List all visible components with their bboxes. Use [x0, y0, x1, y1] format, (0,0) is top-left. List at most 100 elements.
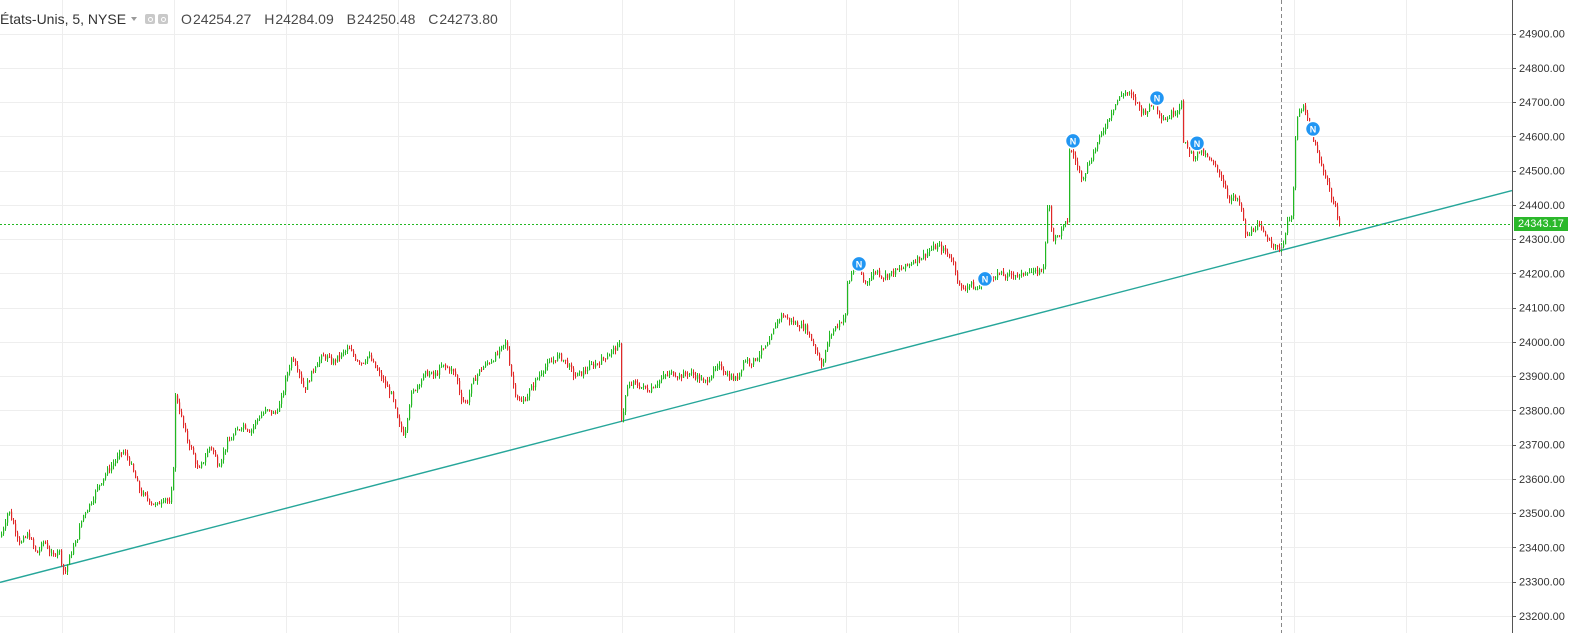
candle-body: [1187, 142, 1189, 148]
candle-body: [1199, 151, 1201, 153]
candle-body: [1125, 92, 1127, 95]
candle-body: [953, 260, 955, 263]
candle-body: [847, 282, 849, 314]
axis-tick-label: 23600.00: [1519, 474, 1565, 486]
axis-tick-label: 24700.00: [1519, 97, 1565, 109]
candle-body: [807, 325, 809, 334]
candle-body: [585, 370, 587, 372]
visibility-toggle-icon[interactable]: [145, 14, 156, 24]
candle-body: [971, 282, 973, 285]
candle-body: [1191, 151, 1193, 154]
candle-body: [261, 414, 263, 418]
news-event-icon[interactable]: N: [976, 270, 994, 288]
candle-body: [425, 371, 427, 375]
news-event-icon[interactable]: N: [1148, 89, 1166, 107]
candle-body: [313, 370, 315, 372]
candle-body: [215, 451, 217, 457]
news-event-icon[interactable]: N: [850, 255, 868, 273]
candle-body: [1079, 166, 1081, 172]
candle-body: [1009, 273, 1011, 275]
candle-body: [1197, 151, 1199, 158]
candle-body: [257, 419, 259, 422]
candle-body: [1189, 147, 1191, 154]
candle-body: [533, 385, 535, 388]
candle-body: [259, 417, 261, 420]
candle-body: [589, 364, 591, 370]
candle-body: [133, 463, 135, 472]
candle-body: [31, 538, 33, 540]
candle-body: [719, 364, 721, 366]
candle-body: [1083, 178, 1085, 180]
candle-body: [303, 381, 305, 388]
candle-body: [1035, 269, 1037, 271]
candle-body: [1265, 231, 1267, 237]
candle-body: [797, 322, 799, 327]
candle-body: [845, 313, 847, 319]
candle-body: [497, 353, 499, 355]
candle-body: [191, 447, 193, 449]
candle-body: [359, 361, 361, 363]
candle-body: [321, 355, 323, 360]
settings-icon[interactable]: [158, 14, 169, 24]
news-layer[interactable]: N N N N N N: [850, 89, 1322, 288]
candle-body: [1315, 141, 1317, 146]
candle-body: [33, 539, 35, 546]
candle-body: [849, 280, 851, 283]
candle-body: [935, 245, 937, 250]
candle-body: [1289, 219, 1291, 221]
low-label: B: [346, 11, 356, 27]
candle-body: [237, 429, 239, 431]
trendline[interactable]: [0, 189, 1513, 584]
candle-body: [173, 467, 175, 490]
candle-body: [947, 251, 949, 254]
candle-body: [1015, 275, 1017, 277]
candle-body: [863, 274, 865, 282]
candle-body: [1095, 148, 1097, 152]
candle-body: [1233, 195, 1235, 198]
candle-body: [387, 385, 389, 387]
candle-body: [1011, 273, 1013, 276]
candle-body: [263, 413, 265, 415]
candle-body: [105, 474, 107, 479]
candle-body: [399, 417, 401, 424]
candle-body: [485, 363, 487, 367]
candle-body: [811, 334, 813, 341]
candle-body: [1331, 188, 1333, 200]
candle-body: [189, 441, 191, 448]
candle-body: [1213, 160, 1215, 164]
candle-body: [113, 463, 115, 466]
candle-body: [583, 370, 585, 376]
news-event-icon[interactable]: N: [1304, 120, 1322, 138]
candle-body: [1007, 273, 1009, 278]
news-event-label: N: [982, 274, 989, 284]
candle-body: [659, 380, 661, 385]
chart-legend: États-Unis, 5, NYSE O24254.27 H24284.09 …: [0, 9, 507, 29]
axis-tick-label: 24400.00: [1519, 200, 1565, 212]
symbol-dropdown-icon[interactable]: [131, 17, 138, 21]
candle-body: [29, 533, 31, 539]
candle-body: [1267, 236, 1269, 240]
candle-body: [355, 355, 357, 360]
candle-body: [703, 378, 705, 381]
news-event-icon[interactable]: N: [1064, 132, 1082, 150]
candle-body: [999, 272, 1001, 274]
candle-body: [1217, 165, 1219, 170]
symbol-title[interactable]: États-Unis, 5, NYSE: [0, 11, 127, 27]
candle-body: [21, 541, 23, 544]
candle-body: [1111, 113, 1113, 119]
news-event-icon[interactable]: N: [1188, 135, 1206, 152]
candle-body: [739, 372, 741, 380]
candle-body: [839, 322, 841, 327]
price-axis[interactable]: 23200.00 23300.00 23400.00 23500.00 23600.00…: [1512, 0, 1565, 633]
candle-body: [1045, 243, 1047, 267]
candle-body: [97, 486, 99, 491]
candle-body: [963, 288, 965, 290]
candle-body: [861, 268, 863, 275]
axis-tick-label: 23800.00: [1519, 405, 1565, 417]
candle-body: [891, 271, 893, 274]
candle-body: [137, 478, 139, 482]
candle-body: [499, 348, 501, 355]
candle-body: [959, 280, 961, 285]
